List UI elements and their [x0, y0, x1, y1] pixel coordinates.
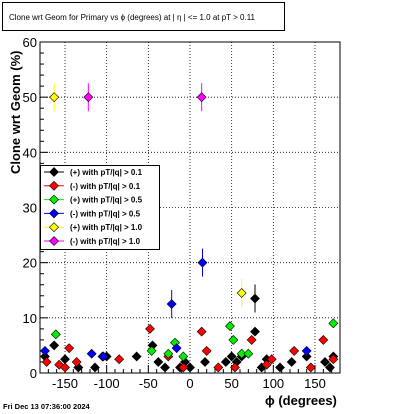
data-point: [320, 357, 330, 367]
data-point: [236, 348, 247, 359]
data-point: [250, 326, 260, 337]
data-point: [243, 348, 254, 359]
y-tick-label: 30: [23, 201, 37, 216]
y-axis-label: Clone wrt Geom (%): [8, 50, 23, 174]
tick-layer: -150 -100 -50 0 50 100 150 0 10 20 30 40 50 60: [23, 35, 341, 391]
data-point: [90, 362, 100, 373]
data-point: [213, 362, 224, 373]
data-point: [50, 329, 61, 340]
legend-marker: [49, 236, 59, 246]
y-tick-label: 60: [23, 35, 37, 50]
data-point: [201, 346, 212, 356]
legend-marker: [49, 208, 59, 219]
data-point: [220, 357, 231, 367]
data-point: [160, 362, 170, 373]
legend-label: (-) with pT/|q| > 0.5: [70, 209, 141, 218]
timestamp: Fri Dec 13 07:36:00 2024: [3, 402, 91, 411]
data-point: [328, 318, 339, 329]
legend-marker: [49, 180, 59, 191]
legend-box: [40, 165, 160, 250]
data-point: [318, 334, 329, 345]
x-tick-label: -100: [94, 376, 120, 391]
data-point: [200, 357, 210, 367]
legend-marker: [49, 222, 59, 233]
data-point: [286, 357, 297, 367]
x-tick-label: 150: [304, 376, 326, 391]
data-point: [301, 351, 312, 362]
data-point: [178, 362, 189, 373]
legend-label: (+) with pT/|q| > 0.5: [70, 196, 143, 205]
data-point: [146, 346, 157, 356]
data-point: [171, 343, 182, 354]
data-point: [40, 346, 50, 356]
data-layer: [40, 83, 339, 373]
data-point: [228, 334, 239, 345]
data-point: [49, 340, 60, 351]
legend: (+) with pT/|q| > 0.1 (-) with pT/|q| > 0…: [44, 167, 143, 246]
y-tick-label: 10: [23, 311, 37, 326]
data-point: [301, 346, 312, 356]
data-point: [153, 357, 164, 367]
data-point: [266, 354, 277, 365]
data-point: [305, 362, 316, 373]
x-tick-label: 100: [262, 376, 284, 391]
data-point: [64, 343, 75, 354]
x-tick-label: -50: [139, 376, 158, 391]
data-point: [197, 257, 208, 268]
y-tick-label: 50: [23, 90, 37, 105]
data-point: [114, 354, 125, 365]
data-point: [196, 92, 207, 103]
legend-marker: [49, 194, 59, 205]
x-tick-label: 0: [186, 376, 193, 391]
data-point: [275, 362, 285, 373]
data-point: [60, 354, 70, 365]
data-point: [163, 348, 174, 359]
chart-title: Clone wrt Geom for Primary vs ϕ (degrees…: [9, 13, 256, 22]
y-tick-label: 20: [23, 256, 37, 271]
data-point: [250, 293, 260, 304]
data-point: [226, 351, 237, 362]
data-point: [325, 362, 335, 373]
y-tick-label: 0: [30, 366, 37, 381]
data-point: [236, 288, 247, 298]
data-point: [328, 354, 339, 365]
data-point: [185, 362, 195, 373]
data-point: [98, 351, 109, 362]
data-point: [60, 362, 70, 373]
y-tick-label: 40: [23, 145, 37, 160]
data-point: [261, 359, 272, 370]
legend-marker: [49, 167, 59, 177]
legend-label: (-) with pT/|q| > 1.0: [70, 237, 141, 246]
data-point: [289, 346, 300, 356]
data-point: [41, 357, 52, 367]
data-point: [166, 299, 177, 309]
data-point: [230, 362, 240, 373]
data-point: [246, 334, 257, 345]
data-point: [225, 321, 235, 332]
legend-label: (+) with pT/|q| > 0.1: [70, 168, 143, 177]
x-tick-label: -150: [52, 376, 78, 391]
x-axis-label: ϕ (degrees): [265, 393, 337, 408]
data-point: [83, 92, 94, 103]
legend-label: (+) with pT/|q| > 1.0: [70, 223, 143, 232]
legend-label: (-) with pT/|q| > 0.1: [70, 182, 141, 191]
data-point: [86, 348, 97, 359]
data-point: [196, 326, 207, 337]
data-point: [131, 351, 142, 362]
data-point: [145, 323, 155, 334]
data-point: [71, 357, 82, 367]
title-box: [2, 2, 285, 31]
x-tick-label: 50: [224, 376, 238, 391]
data-point: [178, 351, 189, 362]
data-point: [49, 92, 60, 103]
